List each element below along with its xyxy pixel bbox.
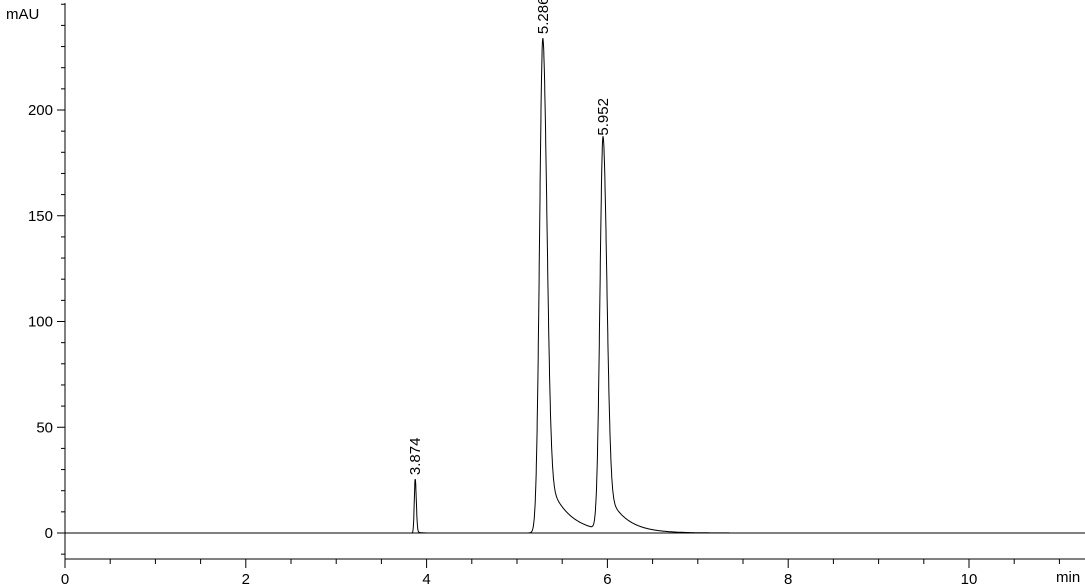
y-tick-label: 100 (28, 314, 53, 331)
y-tick-label: 50 (36, 419, 53, 436)
axes: 0 50 100 150 200 0 2 4 6 8 10 (28, 3, 1085, 586)
x-axis-unit-label: min (1056, 569, 1080, 586)
y-axis-unit-label: mAU (6, 6, 39, 23)
x-tick-label: 10 (961, 571, 978, 586)
signal-trace (65, 37, 1078, 534)
peak-label: 3.874 (407, 438, 424, 476)
peak-label: 5.952 (595, 98, 612, 136)
y-tick-label: 150 (28, 208, 53, 225)
peak-label: 5.286 (535, 0, 552, 34)
x-tick-label: 8 (784, 571, 792, 586)
x-tick-label: 2 (242, 571, 250, 586)
x-tick-label: 0 (61, 571, 69, 586)
y-tick-label: 200 (28, 102, 53, 119)
y-tick-label: 0 (45, 525, 53, 542)
x-tick-label: 4 (422, 571, 430, 586)
x-tick-label: 6 (603, 571, 611, 586)
peak-labels: 3.874 5.286 5.952 (407, 0, 612, 475)
